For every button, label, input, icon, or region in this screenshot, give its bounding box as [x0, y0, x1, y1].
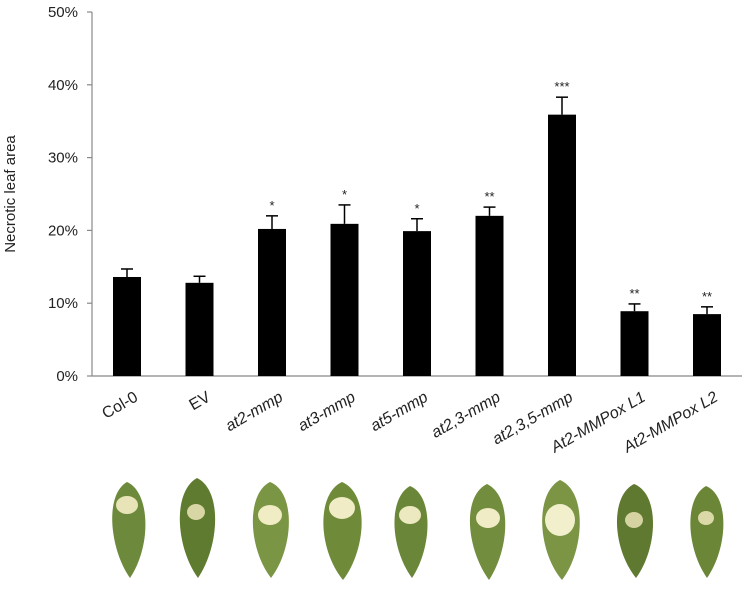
- significance-label: ***: [554, 79, 569, 94]
- bar: [330, 223, 359, 376]
- y-axis-title: Necrotic leaf area: [2, 135, 19, 253]
- y-tick-label: 30%: [48, 150, 78, 167]
- leaf: [112, 482, 146, 578]
- bar: [475, 215, 504, 376]
- x-tick-label: at5-mmp: [368, 389, 431, 435]
- significance-label: **: [484, 189, 494, 204]
- y-tick-label: 40%: [48, 77, 78, 94]
- x-tick-label: at3-mmp: [295, 389, 358, 435]
- significance-label: **: [629, 286, 639, 301]
- bar: [693, 314, 721, 376]
- leaf-photos: [112, 478, 724, 580]
- leaf: [469, 484, 506, 580]
- leaf: [394, 486, 428, 578]
- bar: [258, 228, 286, 376]
- leaf: [690, 486, 724, 578]
- bar: [620, 311, 649, 376]
- leaf: [252, 482, 289, 578]
- bar: [548, 114, 576, 376]
- y-tick-label: 10%: [48, 295, 78, 312]
- y-tick-label: 20%: [48, 222, 78, 239]
- bar: [113, 276, 141, 376]
- bar: [185, 282, 214, 376]
- significance-label: **: [702, 289, 712, 304]
- leaf: [616, 484, 653, 578]
- x-tick-label: EV: [187, 389, 214, 415]
- x-tick-label: at2-mmp: [223, 389, 286, 435]
- y-tick-label: 50%: [48, 4, 78, 21]
- bar: [403, 231, 431, 376]
- significance-label: *: [342, 187, 347, 202]
- significance-label: *: [414, 201, 419, 216]
- y-tick-label: 0%: [56, 368, 78, 385]
- x-tick-label: Col-0: [99, 389, 141, 423]
- leaf: [179, 478, 216, 578]
- leaf: [542, 480, 580, 580]
- leaf: [323, 482, 362, 580]
- significance-label: *: [269, 198, 274, 213]
